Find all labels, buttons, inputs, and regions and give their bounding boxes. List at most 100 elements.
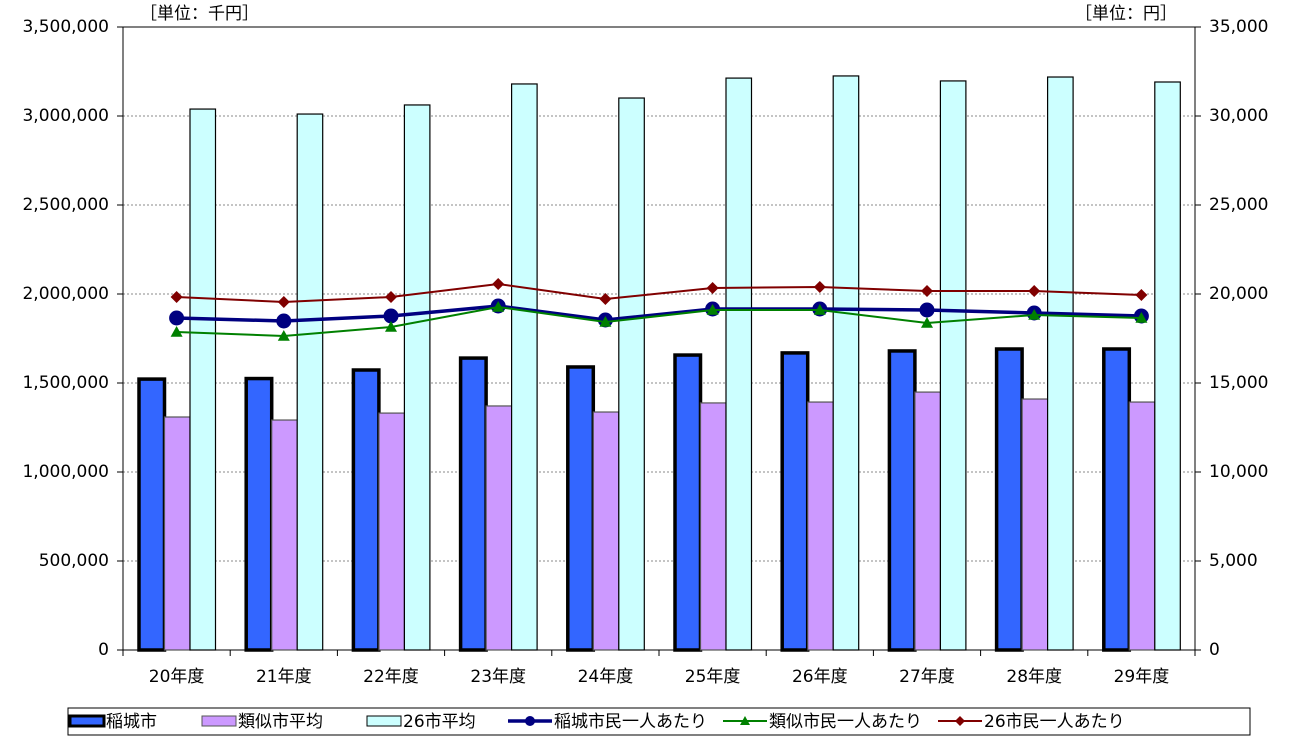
x-tick-label: 21年度 <box>256 667 312 687</box>
x-tick-label: 29年度 <box>1114 667 1170 687</box>
bar <box>699 402 727 651</box>
marker <box>1028 309 1041 320</box>
marker <box>276 313 292 329</box>
marker <box>740 716 750 725</box>
bar <box>887 349 917 652</box>
y-tick-label: 0 <box>98 640 109 660</box>
marker <box>955 716 965 726</box>
x-tick-label: 26年度 <box>792 667 848 687</box>
y2-tick-label: 30,000 <box>1209 106 1268 126</box>
y-tick-label: 1,000,000 <box>22 462 109 482</box>
bar <box>1021 398 1049 651</box>
marker <box>277 295 290 308</box>
marker <box>385 291 397 304</box>
line <box>176 304 1142 323</box>
y2-tick-label: 5,000 <box>1209 551 1258 571</box>
bar <box>725 77 753 651</box>
y2-unit-label: ［単位：円］ <box>1075 4 1177 24</box>
bar <box>189 108 217 651</box>
legend-label: 稲城市民一人あたり <box>554 712 707 732</box>
marker <box>599 293 612 306</box>
bar <box>914 391 942 651</box>
marker <box>170 326 183 337</box>
legend-label: 26市平均 <box>403 712 476 732</box>
bar <box>618 97 645 651</box>
x-tick-label: 25年度 <box>685 667 741 687</box>
bar <box>403 104 431 651</box>
y2-tick-label: 20,000 <box>1209 284 1268 304</box>
marker <box>1135 288 1148 301</box>
bar <box>939 80 967 651</box>
line <box>176 305 1142 338</box>
x-tick-label: 27年度 <box>899 667 955 687</box>
bar <box>566 365 596 652</box>
y2-tick-label: 15,000 <box>1209 373 1268 393</box>
y-tick-label: 2,000,000 <box>22 284 109 304</box>
legend-label: 類似市民一人あたり <box>769 712 922 732</box>
marker <box>492 277 505 290</box>
marker <box>921 284 933 297</box>
marker <box>525 716 535 726</box>
legend-swatch <box>68 714 106 728</box>
x-tick-label: 28年度 <box>1006 667 1062 687</box>
y-tick-label: 500,000 <box>39 551 109 571</box>
marker <box>383 308 399 324</box>
bar <box>780 351 810 652</box>
marker <box>1135 311 1148 323</box>
marker <box>706 282 719 295</box>
line <box>176 282 1142 303</box>
legend-swatch <box>366 715 402 727</box>
bar <box>378 412 405 651</box>
marker <box>169 310 185 326</box>
bar <box>673 353 703 652</box>
marker <box>1028 284 1041 297</box>
bar <box>511 83 538 651</box>
bar <box>832 75 860 651</box>
bar <box>244 376 274 652</box>
marker <box>492 300 505 312</box>
marker <box>919 302 935 318</box>
bar <box>458 356 488 652</box>
legend-label: 類似市平均 <box>238 712 323 732</box>
bar <box>1046 76 1074 651</box>
x-tick-label: 20年度 <box>149 667 205 687</box>
marker <box>921 316 933 328</box>
y2-tick-label: 10,000 <box>1209 462 1268 482</box>
marker <box>813 304 826 315</box>
bar <box>163 416 191 651</box>
y-tick-label: 1,500,000 <box>22 373 109 393</box>
bar <box>807 401 834 651</box>
bar <box>137 377 167 652</box>
marker <box>813 281 826 294</box>
bar <box>1102 347 1132 652</box>
marker <box>706 304 719 315</box>
bar <box>1128 401 1156 651</box>
marker <box>170 291 183 304</box>
x-tick-label: 24年度 <box>578 667 634 687</box>
y-tick-label: 3,500,000 <box>22 17 109 37</box>
marker <box>385 321 397 332</box>
bar <box>1154 81 1181 651</box>
bar <box>592 411 620 651</box>
marker <box>599 315 612 327</box>
x-tick-label: 22年度 <box>363 667 419 687</box>
legend-swatch <box>201 715 237 727</box>
y-unit-label: ［単位：千円］ <box>140 4 259 24</box>
legend-label: 26市民一人あたり <box>984 712 1125 732</box>
marker <box>277 330 290 341</box>
bar <box>485 405 513 651</box>
x-tick-label: 23年度 <box>470 667 526 687</box>
bar <box>296 113 324 651</box>
y2-tick-label: 35,000 <box>1209 17 1268 37</box>
bar <box>271 419 298 651</box>
legend-box <box>67 707 1251 736</box>
bar <box>351 368 381 652</box>
bar <box>994 347 1024 652</box>
legend-label: 稲城市 <box>106 712 157 732</box>
y-tick-label: 2,500,000 <box>22 195 109 215</box>
y2-tick-label: 25,000 <box>1209 195 1268 215</box>
y2-tick-label: 0 <box>1209 640 1220 660</box>
y-tick-label: 3,000,000 <box>22 106 109 126</box>
